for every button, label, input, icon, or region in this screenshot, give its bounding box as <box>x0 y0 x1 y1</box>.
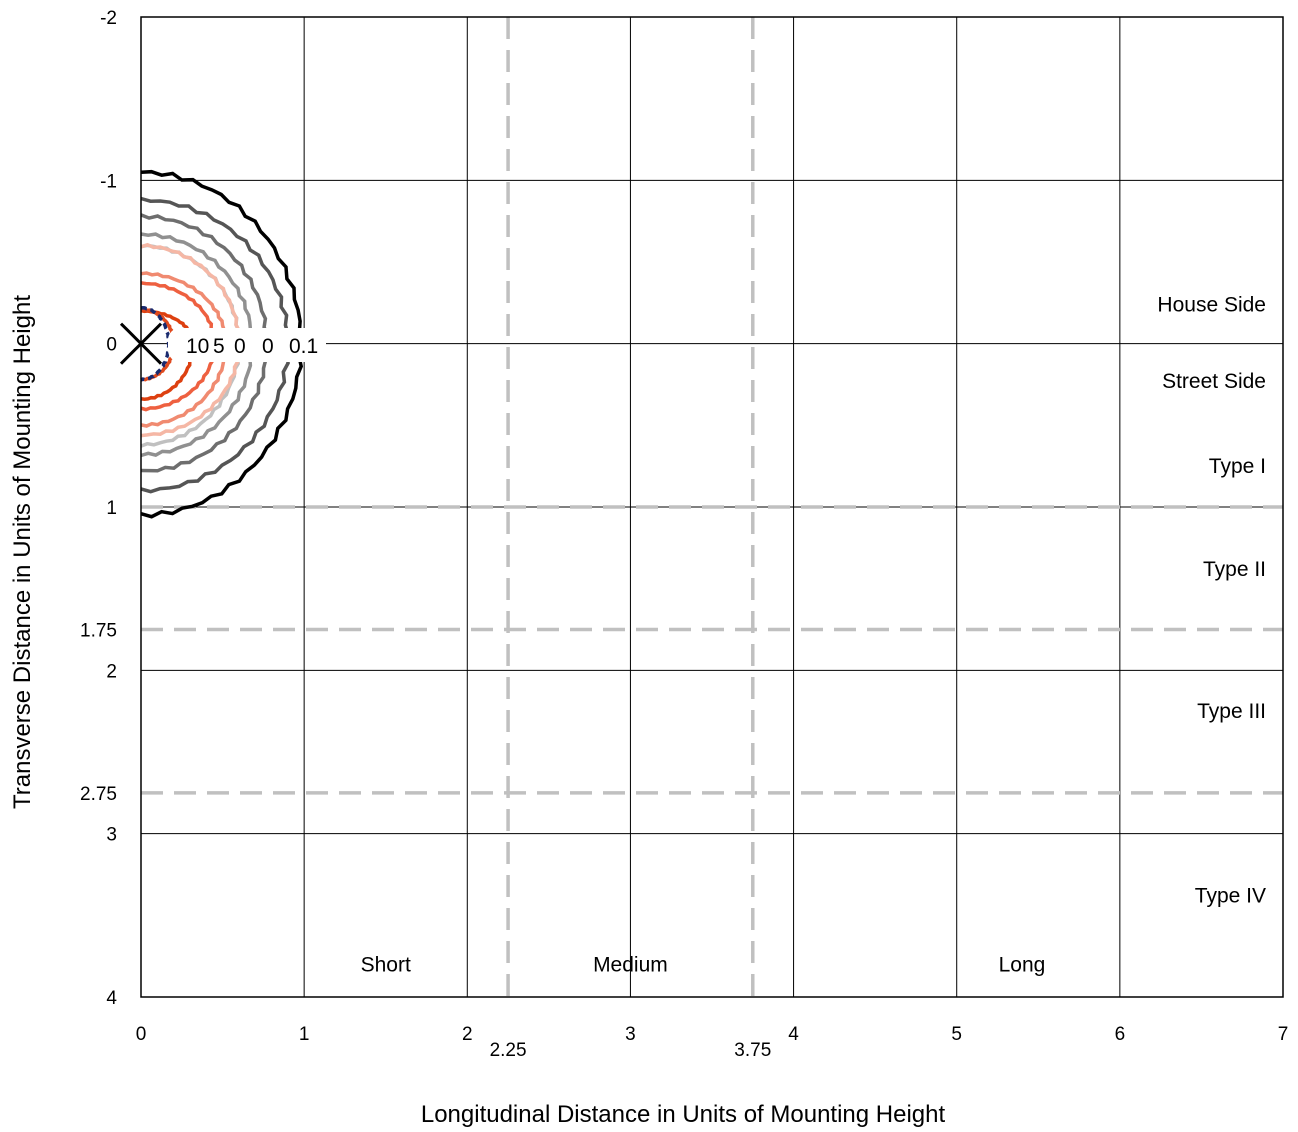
grid-lines <box>141 17 1283 997</box>
x-tick-label: 3 <box>625 1024 636 1045</box>
y-tick-labels: -2 -1 0 1 1.75 2 2.75 3 4 <box>80 8 117 1009</box>
plot-border <box>140 16 1284 998</box>
zone-label: Type I <box>1209 455 1266 478</box>
x-tick-label: 4 <box>788 1024 799 1045</box>
zone-label: Long <box>999 953 1046 976</box>
y-tick-label: -1 <box>100 171 117 192</box>
x-tick-label-extra: 2.25 <box>490 1040 527 1061</box>
zone-label: Type II <box>1203 558 1266 581</box>
zone-label: Street Side <box>1162 370 1266 393</box>
isoline-label: 5 <box>213 335 225 358</box>
y-tick-label: 2 <box>106 661 117 682</box>
isoline-label: 0 <box>234 335 246 358</box>
x-tick-label: 0 <box>136 1024 147 1045</box>
classification-reference-lines <box>141 17 1283 997</box>
x-tick-label: 5 <box>951 1024 962 1045</box>
zone-label: Medium <box>593 953 668 976</box>
y-tick-label: 3 <box>106 825 117 846</box>
y-tick-label: 1.75 <box>80 621 117 642</box>
isoline-label-background <box>168 328 326 362</box>
y-tick-label: 1 <box>106 498 117 519</box>
x-tick-labels: 0 1 2 3 4 5 6 7 2.25 3.75 <box>136 1024 1289 1061</box>
y-tick-label: 4 <box>106 988 117 1009</box>
zone-label: Type III <box>1197 700 1266 723</box>
zone-label: House Side <box>1157 293 1266 316</box>
zone-label: Type IV <box>1195 885 1266 908</box>
isoline-label: 0 <box>262 335 274 358</box>
luminaire-x-stroke <box>119 322 163 365</box>
isoline-label: 0.1 <box>289 335 318 358</box>
zone-label: Short <box>361 953 411 976</box>
y-tick-label: 2.75 <box>80 784 117 805</box>
x-tick-label: 6 <box>1115 1024 1126 1045</box>
isoline-labels: 10 5 0 0 0.1 <box>168 328 326 362</box>
y-tick-label: 0 <box>106 335 117 356</box>
y-axis-title: Transverse Distance in Units of Mounting… <box>9 295 36 809</box>
zone-labels: House Side Street Side Type I Type II Type I… <box>361 293 1266 976</box>
x-tick-label-extra: 3.75 <box>734 1040 771 1061</box>
x-tick-label: 7 <box>1278 1024 1289 1045</box>
x-tick-label: 1 <box>299 1024 310 1045</box>
x-tick-label: 2 <box>462 1024 473 1045</box>
y-tick-label: -2 <box>100 8 117 29</box>
isoline-label: 10 <box>186 335 209 358</box>
x-axis-title: Longitudinal Distance in Units of Mounti… <box>421 1101 946 1128</box>
luminaire-marker <box>119 322 163 365</box>
